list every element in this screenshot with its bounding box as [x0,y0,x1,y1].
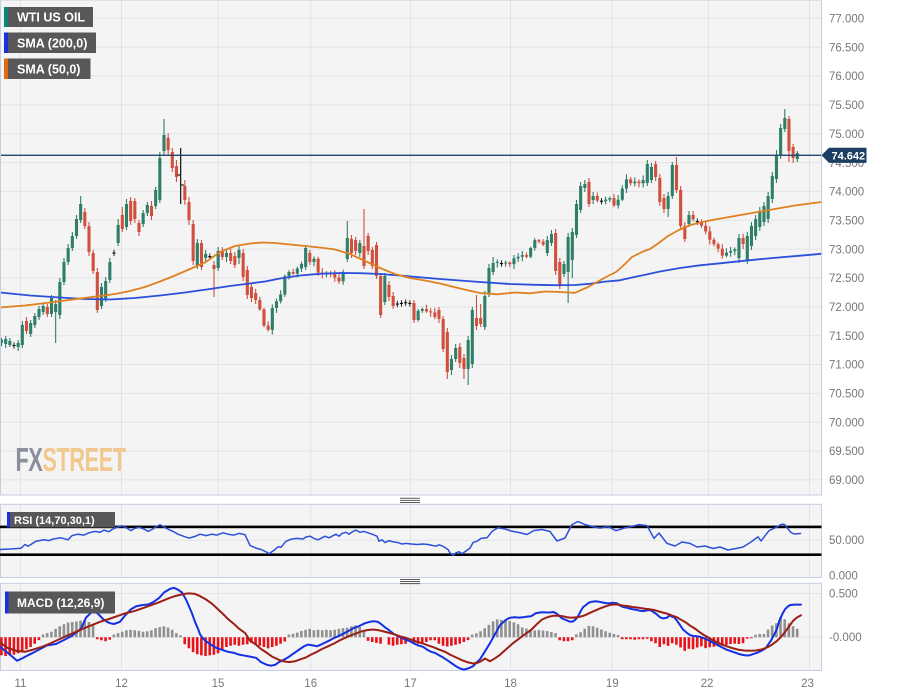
svg-text:FXSTREET: FXSTREET [16,441,127,478]
svg-text:0.000: 0.000 [829,571,858,583]
svg-text:72.500: 72.500 [829,273,864,285]
svg-text:WTI US OIL: WTI US OIL [17,11,85,25]
svg-text:72.000: 72.000 [829,302,864,314]
svg-text:11: 11 [15,678,27,690]
svg-text:75.500: 75.500 [829,100,864,112]
svg-text:73.000: 73.000 [829,244,864,256]
svg-text:75.000: 75.000 [829,129,864,141]
svg-text:71.000: 71.000 [829,360,864,372]
svg-text:16: 16 [304,678,317,690]
svg-text:50.000: 50.000 [829,535,864,547]
svg-text:76.500: 76.500 [829,42,864,54]
svg-text:17: 17 [404,678,417,690]
svg-text:74.000: 74.000 [829,187,864,199]
svg-text:19: 19 [606,678,619,690]
svg-text:77.000: 77.000 [829,14,864,26]
svg-text:23: 23 [801,678,814,690]
svg-text:SMA (200,0): SMA (200,0) [17,36,87,50]
svg-text:74.642: 74.642 [832,150,866,162]
svg-text:70.000: 70.000 [829,417,864,429]
svg-text:MACD (12,26,9): MACD (12,26,9) [17,596,104,610]
svg-text:-0.000: -0.000 [829,632,862,644]
svg-text:76.000: 76.000 [829,71,864,83]
svg-text:18: 18 [504,678,517,690]
svg-text:RSI (14,70,30,1): RSI (14,70,30,1) [14,515,95,527]
svg-text:15: 15 [212,678,225,690]
svg-text:70.500: 70.500 [829,389,864,401]
svg-text:22: 22 [701,678,714,690]
svg-text:SMA (50,0): SMA (50,0) [17,62,80,76]
svg-text:69.500: 69.500 [829,446,864,458]
svg-text:69.000: 69.000 [829,475,864,487]
svg-text:73.500: 73.500 [829,216,864,228]
svg-text:0.500: 0.500 [829,588,858,600]
svg-text:71.500: 71.500 [829,331,864,343]
svg-text:12: 12 [115,678,128,690]
